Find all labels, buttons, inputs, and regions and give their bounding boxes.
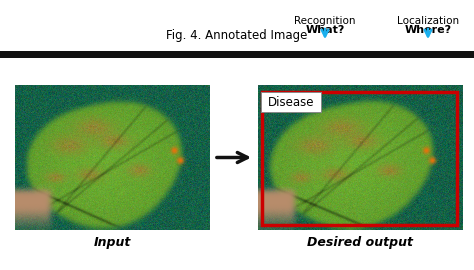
Bar [262,92,457,225]
Bar [0,51,474,58]
Text: Localization: Localization [397,16,459,26]
FancyBboxPatch shape [261,92,321,112]
Text: Desired output: Desired output [308,236,413,249]
Text: What?: What? [305,25,345,35]
Text: Fig. 4. Annotated Image: Fig. 4. Annotated Image [166,29,308,42]
Text: Recognition: Recognition [294,16,356,26]
Text: Disease: Disease [268,96,314,109]
Text: Where?: Where? [404,25,452,35]
Text: Input: Input [94,236,131,249]
